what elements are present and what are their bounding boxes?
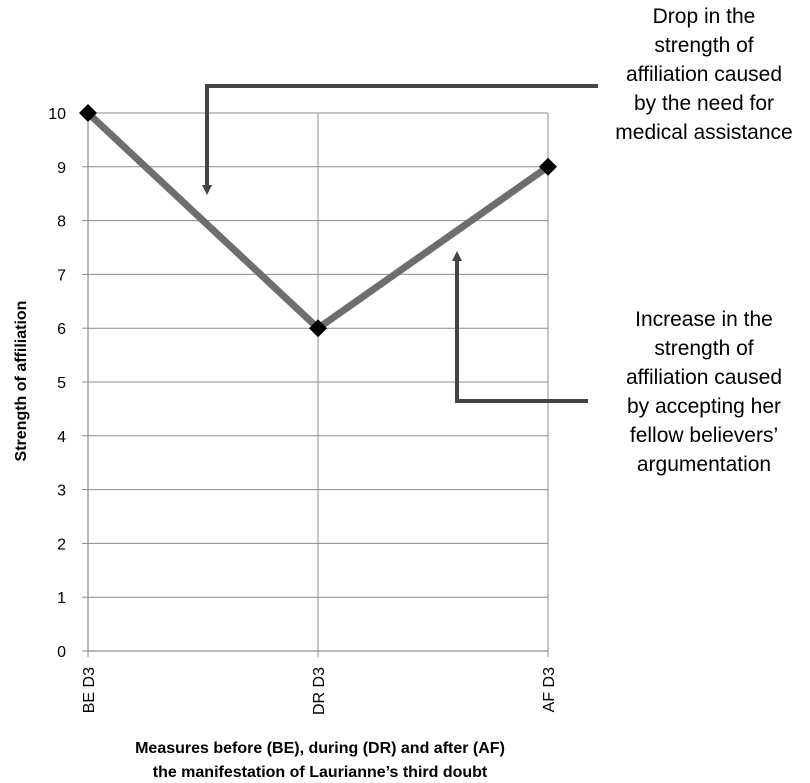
annotation-increase-line: fellow believers’	[629, 424, 779, 447]
annotation-arrows	[202, 84, 598, 403]
x-tick-labels: BE D3 DR D3 AF D3	[81, 667, 558, 715]
annotation-arrow-drop	[202, 84, 598, 195]
y-tick-label: 7	[57, 267, 66, 284]
y-tick-label: 3	[57, 483, 66, 500]
x-tick-label: BE D3	[81, 667, 98, 713]
x-tick-label: AF D3	[541, 667, 558, 712]
y-tick-label: 2	[57, 536, 66, 553]
annotation-drop-line: Drop in the	[652, 5, 756, 28]
annotation-increase-line: strength of	[654, 337, 754, 360]
annotation-increase-line: argumentation	[636, 453, 772, 476]
annotation-arrow-increase	[452, 251, 588, 403]
data-point-marker	[79, 104, 97, 122]
gridlines	[87, 112, 549, 652]
axes	[82, 112, 549, 657]
y-tick-label: 4	[57, 429, 66, 446]
y-tick-labels: 0 1 2 3 4 5 6 7 8 9 10	[48, 106, 66, 661]
annotation-drop-line: by the need for	[633, 92, 775, 115]
y-tick-label: 10	[48, 106, 66, 123]
annotation-drop-line: strength of	[654, 34, 754, 57]
y-tick-label: 8	[57, 214, 66, 231]
series-layer	[79, 104, 557, 338]
annotation-drop-line: affiliation caused	[625, 63, 783, 86]
x-axis-label-line-1: Measures before (BE), during (DR) and af…	[135, 740, 505, 757]
annotation-increase: Increase in the strength of affiliation …	[598, 305, 810, 479]
annotation-increase-line: by accepting her	[626, 395, 782, 418]
annotation-drop: Drop in the strength of affiliation caus…	[598, 2, 810, 147]
y-axis-label: Strength of affiliation	[13, 301, 30, 462]
y-tick-label: 0	[57, 644, 66, 661]
annotation-drop-line: medical assistance	[615, 121, 793, 144]
data-point-marker	[309, 319, 327, 338]
data-point-marker	[539, 157, 557, 176]
annotation-increase-line: Increase in the	[635, 308, 773, 331]
x-axis-label-line-2: the manifestation of Laurianne’s third d…	[153, 764, 488, 781]
annotation-increase-line: affiliation caused	[625, 366, 783, 389]
y-tick-label: 1	[57, 590, 66, 607]
y-tick-label: 6	[57, 321, 66, 338]
y-tick-label: 5	[57, 375, 66, 392]
x-tick-label: DR D3	[311, 667, 328, 715]
y-tick-label: 9	[57, 160, 66, 177]
